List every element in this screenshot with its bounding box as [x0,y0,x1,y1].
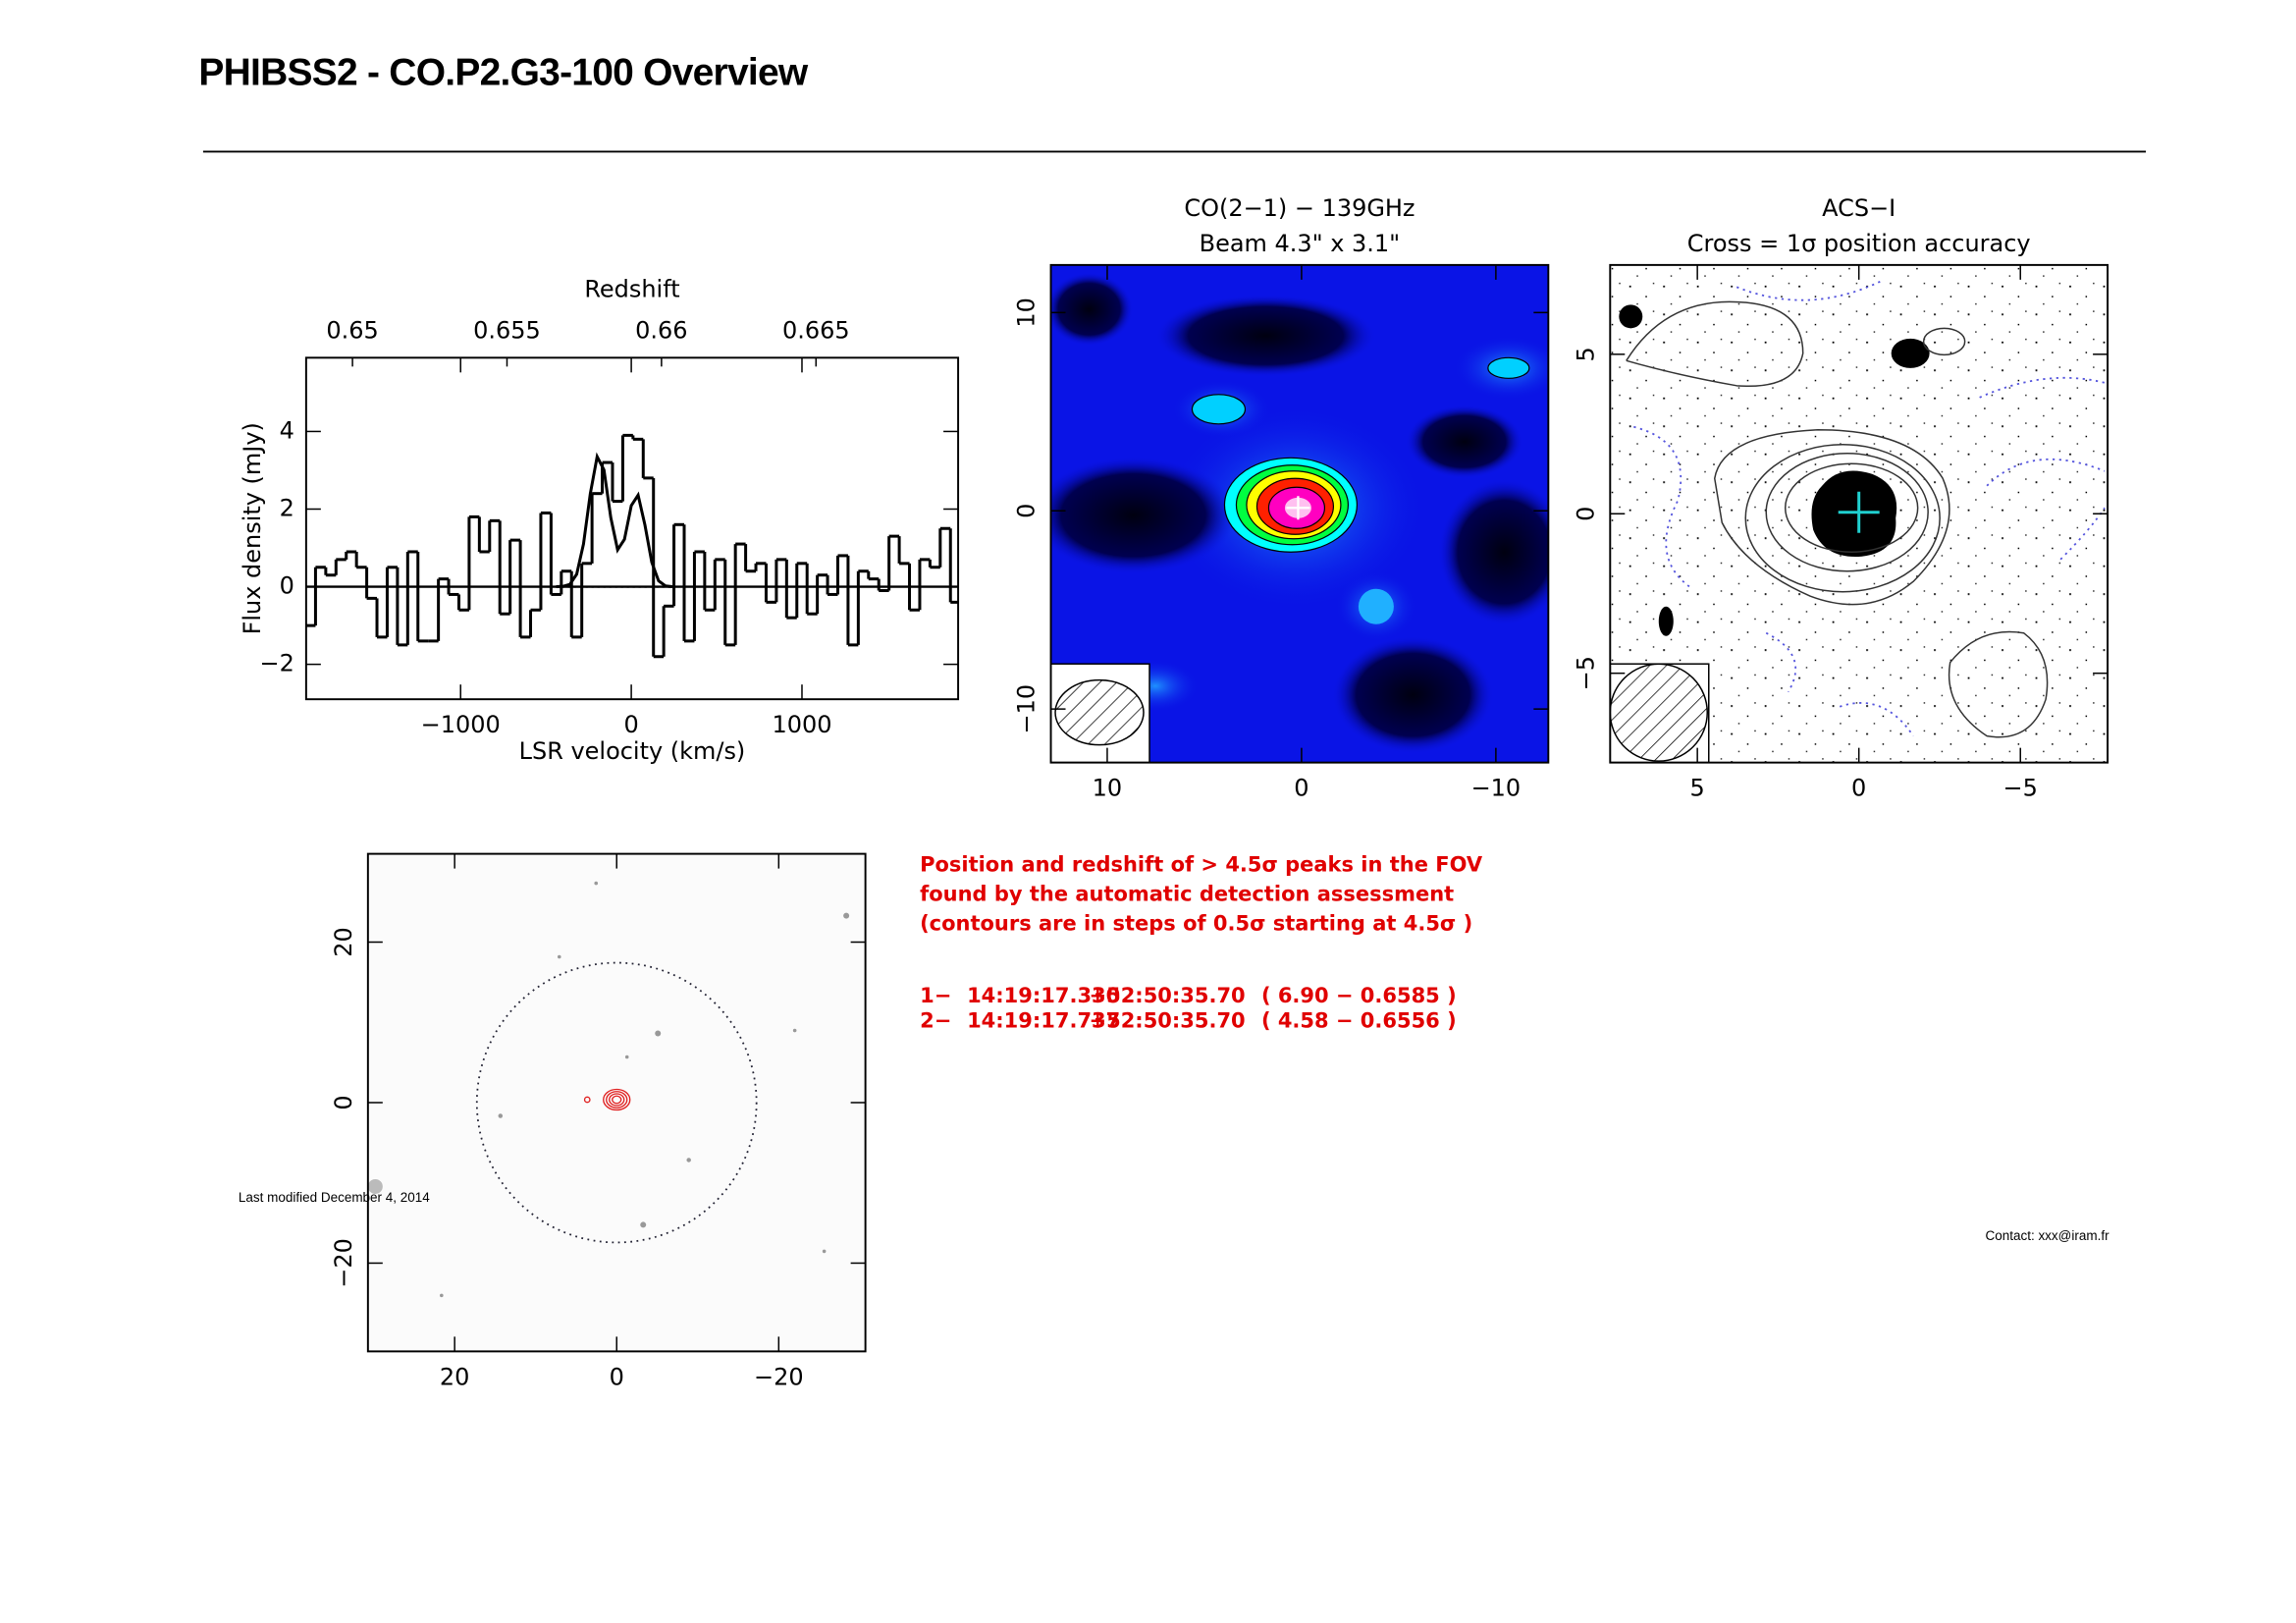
detection-dec: +52:50:35.70 [1090,1009,1246,1033]
detection-dec: +52:50:35.70 [1090,984,1246,1007]
y-tick-label: −2 [260,650,294,677]
y-tick-label: 2 [280,494,294,521]
x-axis-label: LSR velocity (km/s) [519,737,746,765]
acs-image [1610,264,2109,763]
contact: Contact: xxx@iram.fr [1985,1228,2109,1243]
x2-tick-label: 0.66 [635,316,687,344]
x-tick-label: 0 [1294,775,1308,802]
detection-snr-z: ( 4.58 − 0.6556 ) [1261,1009,1457,1033]
x2-axis-label: Redshift [584,275,679,302]
y-tick-label: 5 [1572,347,1599,361]
x2-tick-label: 0.65 [326,316,378,344]
frame [1049,263,1550,764]
x-tick-label: 5 [1690,775,1705,802]
x-tick-label: 0 [1851,775,1866,802]
x-tick-label: 20 [440,1363,470,1390]
x-tick-label: 1000 [772,711,831,738]
x-tick-label: −5 [2003,775,2038,802]
y-tick-label: 10 [1013,298,1041,327]
y-tick-label: 0 [1013,504,1041,518]
x-tick-label: −10 [1471,775,1522,802]
note-line: Position and redshift of > 4.5σ peaks in… [920,853,1483,877]
note-line: found by the automatic detection assessm… [920,883,1454,906]
x-tick-label: 0 [623,711,638,738]
detection-snr-z: ( 6.90 − 0.6585 ) [1261,984,1457,1007]
last-modified: Last modified December 4, 2014 [239,1190,430,1205]
x-tick-label: −20 [754,1363,804,1390]
chart-subtitle: Cross = 1σ position accuracy [1687,230,2031,257]
co-map-image [1050,264,1549,763]
y-axis-label: Flux density (mJy) [239,422,266,634]
chart-subtitle: Beam 4.3" x 3.1" [1200,230,1401,257]
detection-id: 1− [920,984,951,1007]
x-tick-label: 0 [610,1363,624,1390]
spectrum-plot [305,433,959,659]
y-tick-label: 20 [330,927,357,956]
chart-title: ACS−I [1822,194,1896,222]
page-title: PHIBSS2 - CO.P2.G3-100 Overview [198,52,808,94]
y-tick-label: 4 [280,416,294,444]
fit-line [556,452,673,589]
y-tick-label: 0 [1572,507,1599,521]
y-tick-label: −10 [1013,684,1041,734]
chart-title: CO(2−1) − 139GHz [1184,194,1415,222]
detection-ra: 14:19:17.330 [967,984,1120,1007]
x2-tick-label: 0.655 [473,316,541,344]
y-tick-label: 0 [330,1095,357,1109]
y-tick-label: −5 [1572,656,1599,690]
x2-tick-label: 0.665 [782,316,850,344]
x-tick-label: −1000 [421,711,501,738]
x-tick-label: 10 [1093,775,1123,802]
frame [304,356,960,701]
y-tick-label: 0 [280,572,294,600]
detection-ra: 14:19:17.737 [967,1009,1120,1033]
note-line: (contours are in steps of 0.5σ starting … [920,912,1472,936]
y-tick-label: −20 [330,1238,357,1288]
fov-image [367,853,866,1352]
detections: 1− 14:19:17.330 +52:50:35.70 ( 6.90 − 0.… [920,984,1457,1032]
detection-id: 2− [920,1009,951,1033]
